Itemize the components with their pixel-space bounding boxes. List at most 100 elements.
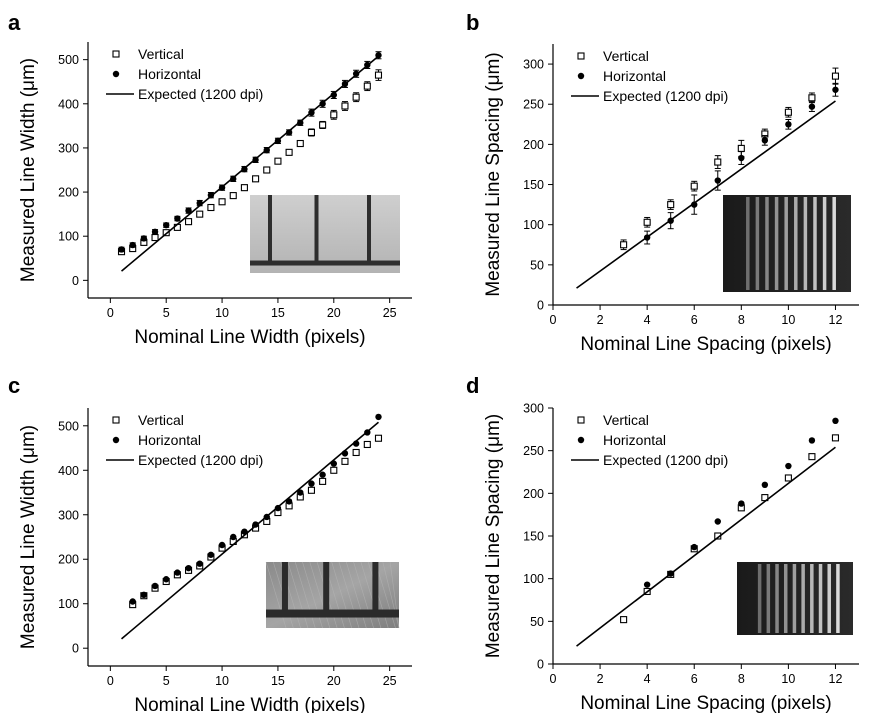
inset-line xyxy=(268,195,272,266)
legend-label-horizontal: Horizontal xyxy=(603,68,666,84)
inset-line xyxy=(766,564,771,633)
panel-letter: d xyxy=(466,373,479,398)
horizontal-point xyxy=(230,533,237,541)
x-tick-label: 10 xyxy=(215,674,229,688)
vertical-point xyxy=(307,486,315,494)
horizontal-point xyxy=(163,221,170,229)
vertical-point xyxy=(363,82,371,90)
x-tick-label: 4 xyxy=(644,313,651,327)
horizontal-point xyxy=(761,481,769,488)
series-expected xyxy=(121,55,379,272)
horizontal-point xyxy=(714,177,721,184)
vertical-point xyxy=(218,198,226,206)
inset-line xyxy=(784,197,788,290)
horizontal-point xyxy=(785,121,792,128)
legend-label-horizontal: Horizontal xyxy=(138,66,201,82)
x-axis-title: Nominal Line Spacing (pixels) xyxy=(580,693,831,713)
vertical-point xyxy=(352,93,360,101)
inset-line xyxy=(801,564,805,633)
series-expected xyxy=(576,100,836,289)
inset-line xyxy=(836,564,840,633)
horizontal-point xyxy=(129,598,136,605)
horizontal-point xyxy=(185,207,192,214)
horizontal-point xyxy=(151,582,159,590)
vertical-point xyxy=(185,218,193,226)
y-tick-label: 200 xyxy=(523,138,544,152)
y-axis-title: Measured Line Width (μm) xyxy=(18,58,39,282)
x-tick-label: 6 xyxy=(691,313,698,327)
vertical-point xyxy=(252,175,260,183)
x-tick-label: 8 xyxy=(738,313,745,327)
inset-line xyxy=(281,562,288,617)
x-axis-title: Nominal Line Spacing (pixels) xyxy=(580,334,831,355)
y-tick-label: 200 xyxy=(58,553,79,567)
expected-line xyxy=(576,100,836,289)
vertical-point xyxy=(196,210,204,218)
legend-label-expected: Expected (1200 dpi) xyxy=(603,88,728,104)
horizontal-point xyxy=(140,235,148,242)
legend-label-vertical: Vertical xyxy=(603,412,649,428)
inset-line xyxy=(822,197,827,290)
horizontal-point xyxy=(785,462,792,470)
vertical-point xyxy=(274,157,282,165)
x-axis-title: Nominal Line Width (pixels) xyxy=(134,327,365,348)
x-tick-label: 20 xyxy=(327,306,341,320)
x-tick-label: 10 xyxy=(215,306,229,320)
horizontal-point xyxy=(691,201,698,208)
x-tick-label: 12 xyxy=(829,313,843,327)
x-tick-label: 2 xyxy=(597,313,604,327)
vertical-point xyxy=(690,182,698,190)
horizontal-point xyxy=(151,228,159,235)
y-tick-label: 200 xyxy=(523,487,544,501)
vertical-point xyxy=(263,166,271,174)
x-axis-title: Nominal Line Width (pixels) xyxy=(134,695,365,713)
inset-line xyxy=(803,197,808,290)
y-tick-label: 250 xyxy=(523,98,544,112)
inset-line xyxy=(323,562,330,617)
inset-line xyxy=(827,564,831,633)
y-tick-label: 100 xyxy=(523,572,544,586)
legend-label-vertical: Vertical xyxy=(138,46,184,62)
horizontal-point xyxy=(174,569,181,576)
legend: Vertical Horizontal Expected (1200 dpi) xyxy=(106,46,263,102)
inset-line xyxy=(774,197,779,290)
x-tick-label: 0 xyxy=(550,313,557,327)
vertical-point xyxy=(341,457,349,465)
x-tick-label: 2 xyxy=(597,672,604,686)
inset-line xyxy=(372,562,379,617)
y-tick-label: 100 xyxy=(58,230,79,244)
x-tick-label: 8 xyxy=(738,672,745,686)
panel-c: c 0 5 10 15 20 25 0 100 200 300 400 500 Nominal Line … xyxy=(8,373,412,713)
horizontal-point xyxy=(319,471,326,478)
panel-letter: c xyxy=(8,373,20,398)
y-axis-title: Measured Line Width (μm) xyxy=(18,425,39,649)
y-tick-label: 300 xyxy=(523,402,544,416)
y-tick-label: 400 xyxy=(58,97,79,111)
expected-line xyxy=(121,55,379,272)
expected-line xyxy=(576,446,836,647)
legend: Vertical Horizontal Expected (1200 dpi) xyxy=(106,412,263,468)
horizontal-point xyxy=(112,70,120,78)
series-horizontal xyxy=(129,413,382,605)
horizontal-point xyxy=(297,489,304,496)
micrograph-inset xyxy=(723,195,851,292)
vertical-point xyxy=(374,71,383,79)
micrograph-inset xyxy=(737,562,853,635)
legend-label-expected: Expected (1200 dpi) xyxy=(138,452,263,468)
legend-label-vertical: Vertical xyxy=(138,412,184,428)
y-tick-label: 50 xyxy=(530,258,544,272)
y-tick-label: 0 xyxy=(72,274,79,288)
horizontal-point xyxy=(330,91,337,99)
horizontal-point xyxy=(691,543,698,551)
vertical-point xyxy=(296,139,304,148)
panel-letter: b xyxy=(466,10,479,35)
vertical-point xyxy=(831,434,840,442)
x-tick-label: 15 xyxy=(271,674,285,688)
expected-line xyxy=(121,421,379,640)
inset-line xyxy=(765,197,769,290)
horizontal-point xyxy=(738,154,745,162)
vertical-point xyxy=(374,434,383,442)
y-tick-label: 500 xyxy=(58,53,79,67)
vertical-point xyxy=(352,448,360,457)
vertical-point xyxy=(363,440,371,449)
